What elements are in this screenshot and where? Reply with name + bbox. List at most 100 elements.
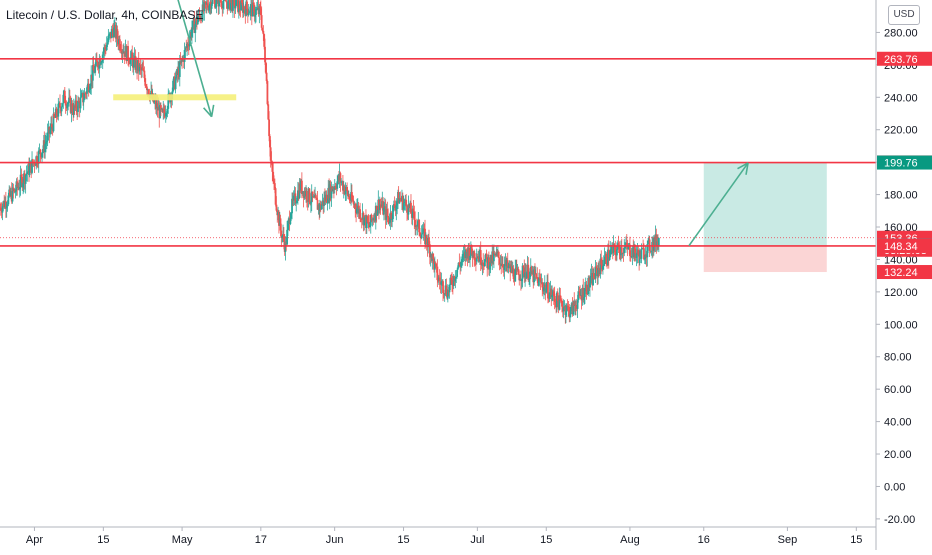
candle-body	[597, 268, 599, 277]
candle-body	[45, 140, 48, 143]
candle-body	[554, 301, 557, 303]
candle-body	[110, 28, 113, 39]
candle-body	[589, 275, 592, 284]
candle-body	[475, 257, 478, 262]
candle-body	[199, 16, 202, 20]
candle-body	[348, 196, 351, 200]
candle-body	[583, 297, 585, 300]
candle-body	[535, 273, 538, 277]
candle-body	[401, 195, 404, 210]
candle-body	[153, 101, 156, 103]
candle-body	[308, 188, 311, 203]
candle-body	[266, 81, 269, 105]
candle-body	[219, 0, 221, 1]
candle-body	[19, 174, 22, 188]
candle-body	[180, 59, 183, 63]
candle-body	[556, 292, 559, 302]
y-tick-label: 180.00	[884, 190, 918, 202]
candle-body	[201, 4, 204, 21]
up-arrow-head	[737, 162, 749, 170]
candle-body	[356, 208, 358, 213]
candle-body	[254, 14, 257, 17]
candle-body	[103, 47, 106, 53]
candle-body	[52, 113, 55, 132]
candle-body	[473, 251, 476, 260]
candle-body	[612, 244, 615, 253]
candle-body	[550, 288, 553, 298]
candle-body	[608, 257, 611, 261]
candle-body	[203, 1, 206, 12]
candle-body	[141, 68, 144, 70]
candle-body	[49, 129, 52, 134]
candle-body	[462, 253, 465, 255]
candle-body	[579, 291, 581, 296]
candle-body	[14, 191, 17, 193]
candle-body	[107, 35, 110, 43]
candle-body	[252, 2, 255, 5]
candle-body	[57, 103, 60, 117]
candle-body	[438, 277, 441, 282]
candle-body	[100, 62, 102, 65]
candle-body	[241, 0, 243, 3]
candle-body	[523, 267, 526, 278]
candle-body	[428, 237, 430, 245]
candle-body	[325, 194, 328, 203]
candle-body	[235, 0, 238, 6]
exchange: COINBASE	[141, 8, 204, 22]
candle-body	[442, 292, 445, 295]
candle-body	[629, 244, 631, 256]
candle-body	[506, 260, 509, 268]
candle-body	[279, 218, 282, 231]
x-tick-label: Jul	[470, 534, 484, 546]
x-tick-label: 15	[850, 534, 862, 546]
x-tick-label: Aug	[620, 534, 640, 546]
candle-body	[421, 233, 424, 235]
candle-body	[387, 217, 390, 223]
candle-body	[174, 78, 177, 90]
candle-body	[599, 258, 602, 275]
candle-body	[573, 301, 576, 306]
candle-body	[493, 253, 495, 262]
candle-body	[290, 213, 293, 219]
candle-body	[445, 285, 448, 295]
candle-body	[273, 183, 276, 189]
candle-body	[129, 57, 132, 65]
price-label-box	[877, 265, 932, 280]
candle-body	[502, 263, 504, 268]
price-labels: 263.76199.83199.76153.3603:25:03148.5414…	[877, 51, 932, 280]
candle-body	[119, 49, 122, 51]
candle-body	[422, 228, 425, 234]
down-arrow-head	[210, 104, 215, 117]
candle-body	[41, 152, 43, 158]
currency-button[interactable]: USD	[888, 5, 920, 25]
candle-body	[332, 188, 334, 192]
candle-body	[62, 94, 65, 104]
candle-body	[588, 277, 590, 288]
candle-body	[5, 206, 8, 209]
candle-body	[233, 0, 236, 9]
candle-body	[448, 284, 451, 293]
candle-body	[354, 203, 357, 210]
candle-body	[585, 284, 588, 295]
candle-body	[360, 219, 363, 220]
candle-body	[595, 266, 598, 268]
candle-body	[26, 172, 29, 175]
candle-body	[205, 1, 207, 5]
candle-body	[423, 228, 426, 230]
interval: 4h	[121, 8, 135, 22]
candle-body	[650, 250, 653, 252]
candle-body	[600, 258, 603, 265]
candle-body	[558, 295, 561, 310]
candle-body	[75, 100, 78, 110]
candle-body	[326, 202, 329, 204]
candle-body	[351, 192, 353, 200]
candle-body	[127, 59, 130, 63]
candle-body	[392, 205, 394, 220]
candle-body	[515, 267, 518, 271]
candle-body	[565, 305, 568, 312]
candle-body	[220, 1, 223, 6]
x-axis[interactable]: Apr 15 May 17 Jun 15 Jul 15 Aug 16 Sep 15	[0, 526, 876, 546]
candle-body	[77, 100, 80, 102]
